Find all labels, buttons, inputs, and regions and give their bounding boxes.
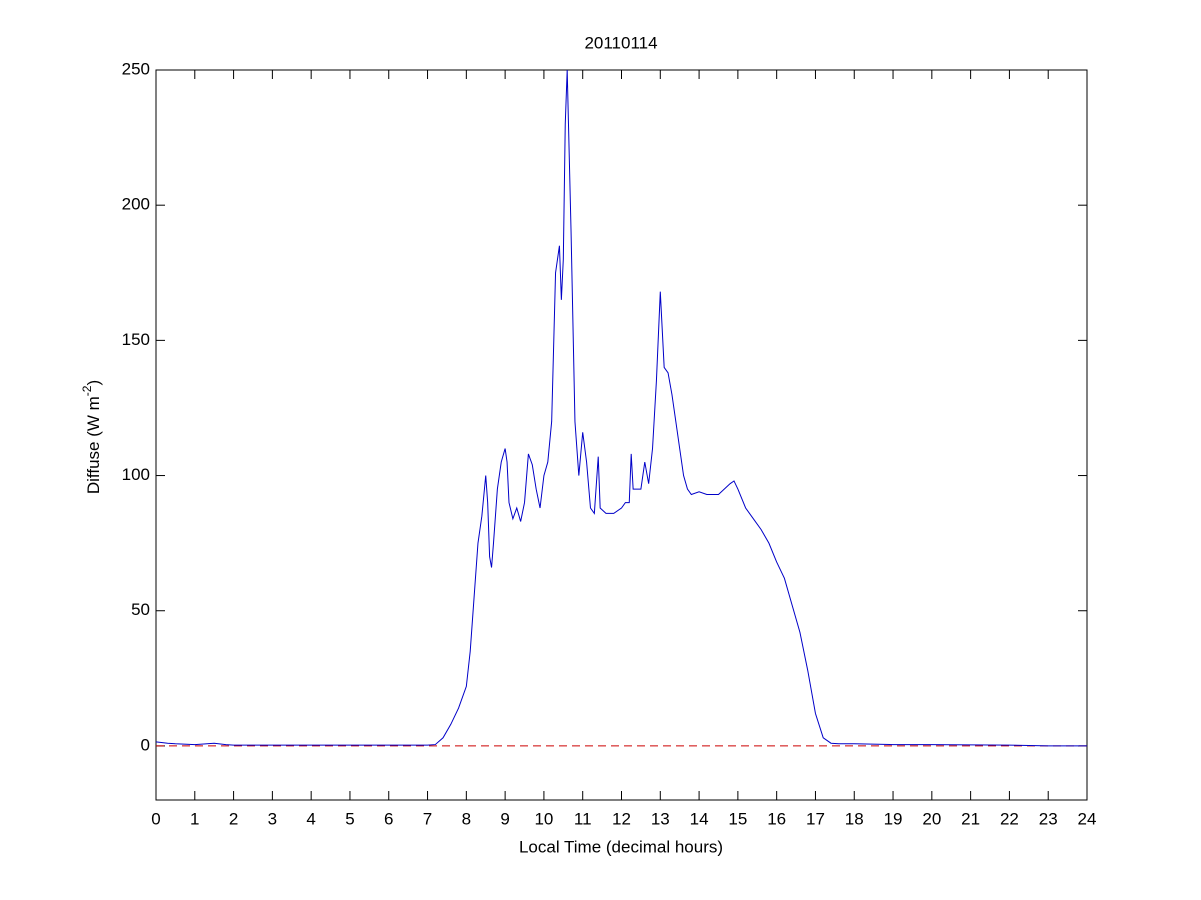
y-tick-label: 200	[122, 195, 150, 214]
x-axis-label: Local Time (decimal hours)	[519, 837, 723, 856]
y-tick-label: 250	[122, 59, 150, 78]
x-tick-label: 24	[1078, 809, 1097, 828]
x-tick-label: 13	[651, 809, 670, 828]
x-tick-label: 18	[845, 809, 864, 828]
y-tick-label: 50	[131, 600, 150, 619]
data-line	[155, 69, 1087, 747]
chart-title: 20110114	[584, 33, 657, 52]
x-tick-label: 21	[961, 809, 980, 828]
x-tick-label: 14	[690, 809, 709, 828]
y-label-sup: -2	[80, 385, 94, 396]
x-tick-label: 9	[500, 809, 509, 828]
x-tick-label: 4	[306, 809, 315, 828]
x-tick-label: 11	[574, 809, 592, 828]
x-tick-label: 6	[384, 809, 393, 828]
x-tick-label: 8	[462, 809, 471, 828]
y-tick-label: 0	[141, 735, 150, 754]
y-tick-label: 150	[122, 330, 150, 349]
x-tick-label: 19	[884, 809, 903, 828]
y-label-end: )	[84, 380, 103, 386]
x-tick-label: 2	[229, 809, 238, 828]
x-tick-label: 5	[345, 809, 354, 828]
plot-frame	[155, 69, 1088, 801]
x-tick-label: 0	[151, 809, 160, 828]
x-tick-label: 3	[268, 809, 277, 828]
y-tick-label: 100	[122, 465, 150, 484]
x-tick-label: 12	[612, 809, 631, 828]
x-tick-label: 15	[728, 809, 747, 828]
x-tick-label: 20	[922, 809, 941, 828]
x-tick-label: 23	[1039, 809, 1058, 828]
x-tick-label: 10	[534, 809, 553, 828]
y-label-text: Diffuse (W m	[84, 396, 103, 494]
x-tick-label: 17	[806, 809, 825, 828]
x-tick-label: 7	[423, 809, 432, 828]
x-tick-label: 1	[190, 809, 199, 828]
x-tick-label: 16	[767, 809, 786, 828]
x-tick-label: 22	[1000, 809, 1019, 828]
y-axis-label: Diffuse (W m-2)	[80, 380, 103, 494]
